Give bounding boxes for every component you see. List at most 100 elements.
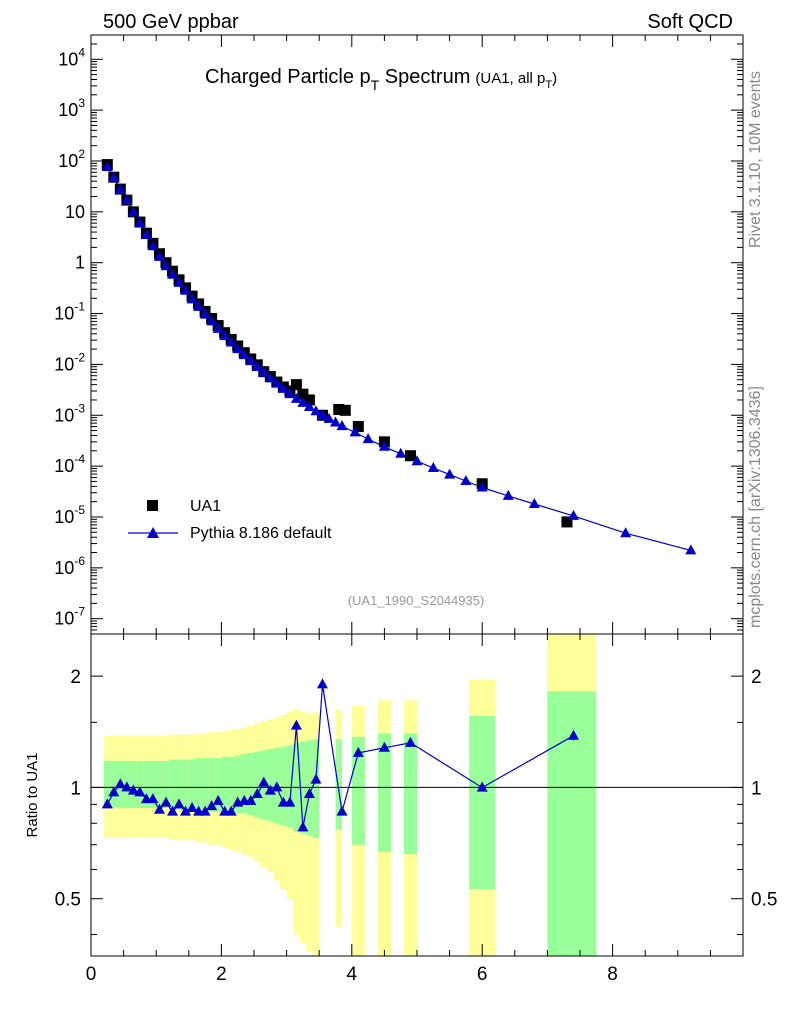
pythia-point: [225, 336, 237, 347]
pythia-point: [411, 455, 423, 466]
ratio-point: [134, 786, 146, 797]
ratio-point: [225, 805, 237, 816]
ratio-band-inner: [175, 759, 183, 810]
ratio-point: [336, 805, 348, 816]
ratio-band-inner: [188, 759, 196, 810]
legend-ua1-marker: [147, 500, 158, 511]
ratio-point: [153, 803, 165, 814]
ratio-point: [127, 784, 139, 795]
ratio-point: [147, 793, 159, 804]
pythia-point: [127, 206, 139, 217]
ratio-point: [290, 719, 302, 730]
y-tick-label: 10-7: [54, 605, 85, 629]
pythia-point: [193, 300, 205, 311]
x-tick-label: 0: [86, 964, 97, 985]
pythia-point: [528, 497, 540, 508]
pythia-point: [685, 544, 697, 555]
ratio-point: [352, 746, 364, 757]
ratio-point: [303, 787, 315, 798]
ratio-y-tick-label: 1: [70, 778, 81, 799]
pythia-point: [160, 260, 172, 271]
ratio-point: [476, 781, 488, 792]
pythia-point: [186, 293, 198, 304]
pythia-point: [147, 240, 159, 251]
ratio-point: [251, 787, 263, 798]
ratio-point: [310, 773, 322, 784]
ratio-point: [167, 805, 178, 816]
y-tick-label: 103: [58, 96, 85, 120]
ua1-point: [297, 388, 309, 400]
pythia-point: [114, 183, 126, 194]
top-axis-ticks: 10-7 10-6 10-5 10-4 10-3 10-2 10-1 1 10 102 103 104: [54, 34, 744, 635]
ua1-point: [561, 516, 573, 528]
pythia-point: [258, 366, 270, 377]
pythia-point: [245, 355, 257, 366]
pythia-point: [219, 330, 231, 341]
title-extra-sub: T: [545, 79, 552, 91]
y-tick-label: 10-2: [54, 350, 85, 374]
pythia-point: [336, 420, 348, 431]
x-tick-label: 4: [347, 964, 358, 985]
pythia-point: [362, 433, 374, 444]
ratio-band-inner: [227, 756, 235, 812]
pythia-point: [101, 161, 113, 172]
pythia-point: [444, 468, 456, 479]
y-tick-label: 10-6: [54, 554, 85, 578]
pythia-point: [134, 217, 146, 228]
ratio-ylabel: Ratio to UA1: [24, 752, 41, 837]
pythia-point: [167, 268, 178, 279]
ratio-point: [258, 776, 270, 787]
legend-ua1-label: UA1: [190, 498, 221, 515]
ratio-band-inner: [143, 760, 150, 808]
pythia-point: [297, 396, 309, 407]
header-right: Soft QCD: [647, 11, 733, 33]
ratio-band-inner: [104, 760, 111, 808]
analysis-id: (UA1_1990_S2044935): [348, 593, 485, 608]
legend-pythia-label: Pythia 8.186 default: [190, 525, 332, 542]
title-main-prefix: Charged Particle p: [205, 66, 371, 88]
x-tick-label: 8: [607, 964, 618, 985]
ratio-point: [108, 786, 120, 797]
pythia-point: [232, 343, 244, 354]
y-tick-label: 104: [58, 45, 85, 69]
pythia-point: [323, 412, 335, 423]
ratio-y-tick-label-right: 2: [751, 667, 762, 688]
title-extra-suffix: ): [552, 70, 557, 87]
pythia-point: [277, 382, 289, 393]
ratio-point: [245, 794, 257, 805]
ratio-point: [121, 781, 133, 792]
spectrum-series: [101, 159, 697, 555]
y-tick-label: 10-4: [54, 452, 85, 476]
ratio-band-inner: [469, 716, 496, 890]
pythia-point: [316, 409, 328, 420]
ratio-point: [160, 796, 172, 807]
ratio-band-inner: [221, 756, 228, 812]
pythia-point: [476, 481, 488, 492]
pythia-point: [212, 322, 224, 333]
ratio-band-inner: [377, 733, 391, 852]
ratio-bands: [91, 634, 743, 956]
x-tick-label: 6: [477, 964, 488, 985]
header-left: 500 GeV ppbar: [103, 11, 239, 33]
pythia-point: [284, 388, 296, 399]
pythia-point: [199, 308, 211, 319]
ratio-band-inner: [254, 751, 261, 818]
pythia-point: [173, 276, 185, 287]
pythia-point: [620, 527, 632, 538]
y-tick-label: 10-1: [54, 300, 85, 324]
pythia-point: [378, 440, 390, 451]
pythia-line: [106, 166, 691, 551]
title-main-suffix: Spectrum: [379, 66, 470, 88]
legend: UA1 Pythia 8.186 default: [128, 498, 332, 542]
ratio-band-inner: [247, 752, 254, 816]
ua1-point: [333, 403, 345, 415]
ratio-point: [378, 741, 390, 752]
pythia-point: [502, 489, 514, 500]
y-tick-label: 10: [65, 202, 85, 222]
ratio-point: [186, 801, 198, 812]
pythia-point: [180, 284, 192, 295]
ratio-point: [297, 821, 309, 832]
ratio-band-inner: [234, 755, 241, 814]
pythia-point: [290, 392, 302, 403]
pythia-point: [303, 401, 315, 412]
